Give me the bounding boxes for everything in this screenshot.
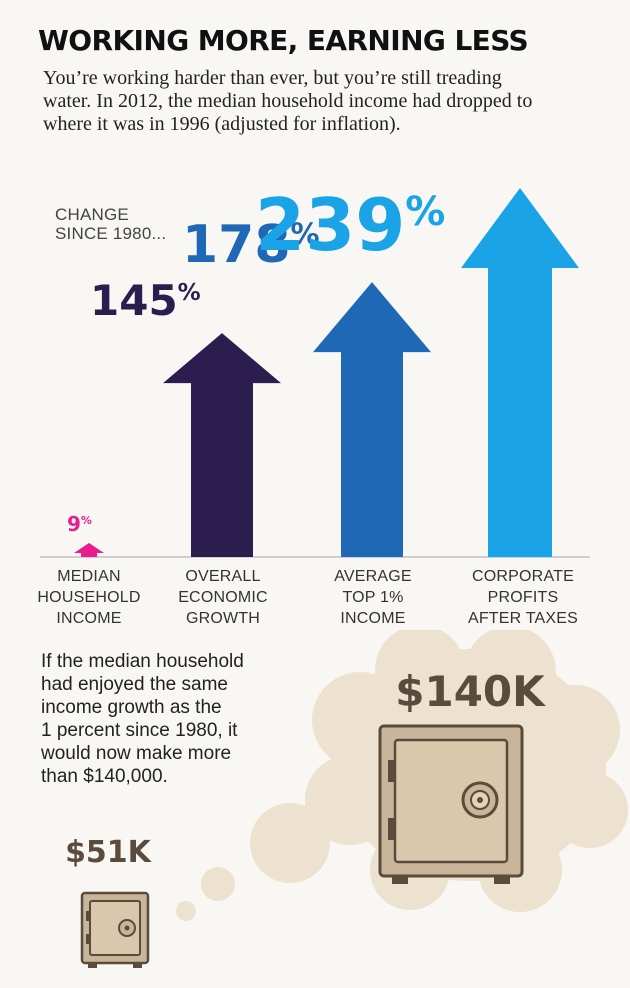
thought-cloud-puff-4 [530, 685, 620, 775]
thought-cloud-puff-2 [375, 630, 465, 715]
intro-text: You’re working harder than ever, but you… [43, 67, 533, 135]
corporate-profits-label-line-1: CORPORATE [472, 568, 574, 585]
corporate-profits-category-label: CORPORATE PROFITS AFTER TAXES [448, 566, 598, 629]
top1-income-value-number: 178 [182, 215, 291, 275]
small-safe-hinge-top [86, 911, 91, 921]
economic-growth-value: 145% [90, 276, 201, 325]
top1-income-arrow [313, 282, 431, 557]
median-income-label-line-3: INCOME [56, 610, 122, 627]
top1-income-label-line-2: TOP 1% [342, 589, 404, 606]
economic-growth-arrow [163, 333, 281, 557]
thought-bubble-small [176, 901, 196, 921]
big-safe-hinge-bottom [388, 818, 396, 840]
change-since-label: CHANGE SINCE 1980... [55, 205, 225, 243]
top1-income-label-line-3: INCOME [340, 610, 406, 627]
change-label-line-2: SINCE 1980... [55, 224, 167, 243]
big-safe-foot-left [392, 876, 408, 884]
median-income-value: 9% [67, 512, 92, 536]
thought-cloud-puff-3 [464, 630, 556, 718]
economic-growth-category-label: OVERALL ECONOMIC GROWTH [148, 566, 298, 629]
median-income-arrow [74, 543, 104, 557]
median-vs-top1-explanation: If the median household had enjoyed the … [41, 651, 244, 787]
median-income-label-line-2: HOUSEHOLD [37, 589, 141, 606]
top1-income-value-percent: % [291, 217, 320, 251]
big-safe-amount: $140K [395, 667, 546, 716]
thought-cloud-puff-6 [305, 755, 395, 845]
thought-bubble-medium [201, 867, 235, 901]
economic-growth-value-number: 145 [90, 276, 178, 325]
economic-growth-label-line-1: OVERALL [185, 568, 261, 585]
safes-illustration: $140K $51K [65, 630, 628, 968]
big-safe [378, 724, 524, 884]
corporate-profits-label-line-3: AFTER TAXES [467, 610, 579, 627]
corporate-profits-value-percent: % [405, 189, 445, 235]
top1-income-label-line-1: AVERAGE [334, 568, 412, 585]
corporate-profits-label-line-2: PROFITS [487, 589, 559, 606]
small-safe-foot-left [88, 963, 97, 968]
economic-growth-value-percent: % [178, 280, 201, 306]
big-safe-hinge-top [388, 760, 396, 782]
small-safe-foot-right [133, 963, 142, 968]
corporate-profits-arrow [461, 188, 579, 557]
small-safe-amount: $51K [65, 835, 153, 870]
economic-growth-label-line-3: GROWTH [185, 610, 261, 627]
thought-cloud-puff-5 [552, 772, 628, 848]
top1-income-value: 178% [182, 215, 320, 275]
corporate-profits-value: 239% [255, 183, 445, 267]
small-safe-dial-center [124, 925, 130, 931]
small-safe [80, 891, 150, 968]
small-safe-hinge-bottom [86, 934, 91, 944]
page-title: WORKING MORE, EARNING LESS [38, 24, 529, 57]
growth-arrow-chart: 9% 145% 178% 239% [40, 183, 590, 558]
median-income-category-label: MEDIAN HOUSEHOLD INCOME [14, 566, 164, 629]
economic-growth-label-line-2: ECONOMIC [178, 589, 268, 606]
median-income-label-line-1: MEDIAN [57, 568, 121, 585]
big-safe-dial-center [477, 797, 483, 803]
corporate-profits-value-number: 239 [255, 183, 405, 267]
median-income-value-percent: % [81, 514, 92, 527]
big-safe-foot-right [494, 876, 510, 884]
change-label-line-1: CHANGE [55, 205, 129, 224]
top1-income-category-label: AVERAGE TOP 1% INCOME [298, 566, 448, 629]
big-safe-door [393, 738, 509, 864]
small-safe-door [89, 900, 141, 956]
median-income-value-number: 9 [67, 512, 81, 536]
thought-bubble-large [250, 803, 330, 883]
